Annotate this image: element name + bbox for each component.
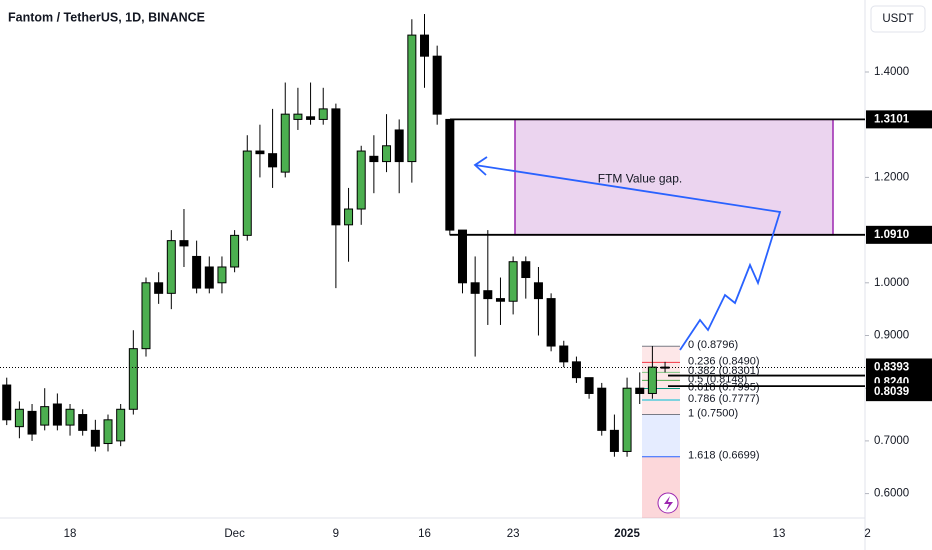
candle-body [420,34,430,57]
candle-body [432,55,442,115]
candle-body [78,414,88,431]
candle-body [14,408,24,428]
price-axis: 0.60000.70000.80000.90001.00001.20001.40… [865,66,932,500]
candle-body [622,387,632,452]
candle-body [382,145,392,163]
candle-body [369,155,379,163]
candle-body [268,153,278,168]
candle-body [52,403,62,426]
y-tick-label: 1.2000 [874,171,909,183]
x-tick-label: 2025 [614,528,640,540]
x-tick-label: 16 [418,528,431,540]
fib-label: 0.236 (0.8490) [688,355,760,367]
fib-label: 1 (0.7500) [688,407,738,419]
candle-body [2,384,12,421]
candle-body [394,129,404,163]
y-tick-label: 0.7000 [874,435,909,447]
candle-body [154,282,164,294]
candle-body [559,345,569,363]
chart-title: Fantom / TetherUS, 1D, BINANCE [8,10,205,24]
plot: FTM Value gap.0 (0.8796)0.236 (0.8490)0.… [0,14,865,518]
price-tag-label: 1.3101 [874,113,910,125]
candle-body [356,150,366,210]
candle-body [584,377,594,394]
candle-body [255,150,265,155]
candle-body [103,419,113,445]
candle-body [495,298,505,302]
candle-body [242,150,252,236]
candle-body [344,208,354,226]
fib-label: 0.786 (0.7777) [688,393,760,405]
price-tag-label: 0.8039 [874,386,909,398]
y-tick-label: 0.9000 [874,330,909,342]
candle-body [660,366,670,369]
price-tag-label: 0.8393 [874,362,909,374]
currency-label: USDT [882,13,913,25]
candle-body [407,34,417,163]
candle-body [179,240,189,247]
candle-body [293,113,303,120]
candle-body [27,410,37,435]
fib-label: 0.382 (0.8301) [688,365,760,377]
candle-body [483,290,493,300]
candle-body [40,406,50,426]
candle-body [204,266,214,289]
annotation: FTM Value gap. [598,171,682,185]
fib-zone-mid [642,414,680,457]
candle-body [647,366,657,394]
price-tag-label: 1.0910 [874,229,909,241]
alert-bolt [664,496,673,511]
x-tick-label: Dec [224,528,245,540]
projection-path [474,164,782,351]
x-tick-label: 18 [64,528,77,540]
x-tick-label: 23 [507,528,520,540]
candle-body [457,229,467,284]
candle-body [217,266,227,284]
x-tick-label: 2 [864,528,870,540]
currency-button[interactable] [870,5,926,33]
y-tick-label: 1.0000 [874,277,909,289]
price-tag [866,110,932,129]
x-tick-label: 13 [773,528,786,540]
candle-body [90,429,100,447]
price-tag [866,383,932,402]
candle-body [331,108,341,226]
arrow-head [473,156,488,176]
fib-label: 0 (0.8796) [688,339,738,351]
candle-body [521,261,531,279]
candle-body [609,429,619,452]
candle-body [141,282,151,350]
x-tick-label: 9 [333,528,339,540]
candle-body [508,261,518,302]
candle-body [597,387,607,431]
y-tick-label: 0.6000 [874,488,909,500]
candle-body [280,113,290,173]
candle-body [571,361,581,379]
candle-body [306,116,316,120]
candle-body [166,240,176,294]
fib-label: 0.618 (0.7995) [688,381,760,393]
candle-body [635,387,645,394]
candle-body [445,118,455,231]
candle-body [128,348,138,410]
candle-body [230,234,240,268]
price-tag [866,225,932,244]
candle-body [533,282,543,300]
candle-body [470,282,480,294]
fib-label: 1.618 (0.6699) [688,450,760,462]
candle-body [192,255,202,289]
candle-body [318,108,328,120]
candle-body [116,408,126,442]
y-tick-label: 1.4000 [874,66,909,78]
value-gap-box [514,118,834,236]
candle-body [65,408,75,426]
candle-body [546,298,556,347]
